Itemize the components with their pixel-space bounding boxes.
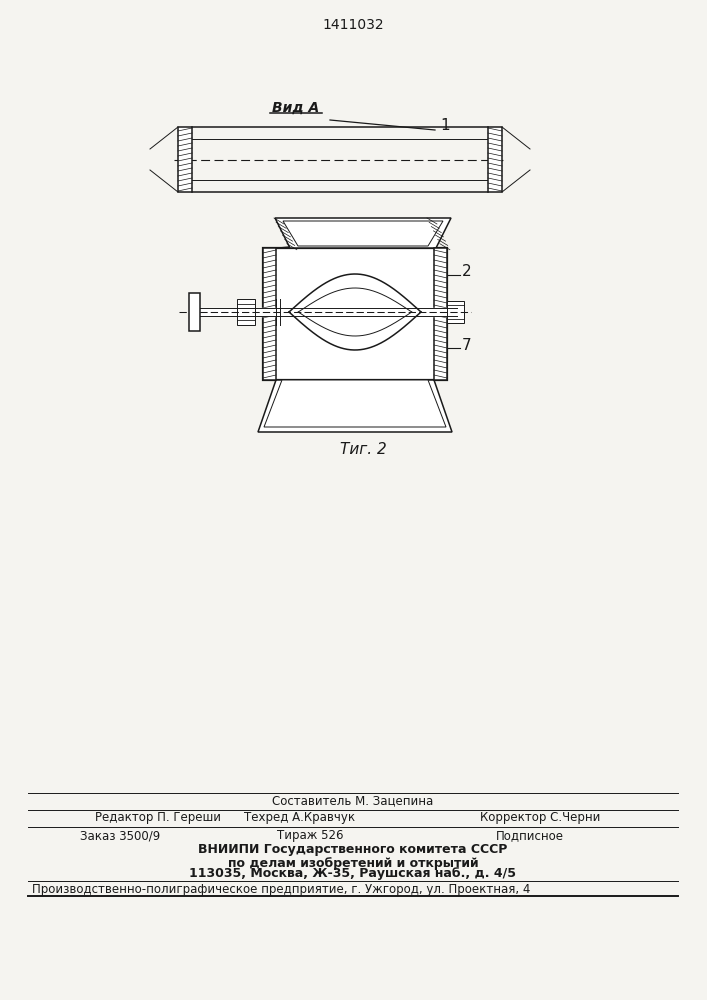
Bar	[447, 301, 464, 323]
Text: Подписное: Подписное	[496, 830, 564, 842]
Text: Заказ 3500/9: Заказ 3500/9	[80, 830, 160, 842]
Bar	[434, 248, 447, 380]
Bar	[263, 248, 276, 380]
Text: 1: 1	[440, 117, 450, 132]
Bar	[178, 127, 192, 192]
Text: Техред А.Кравчук: Техред А.Кравчук	[245, 812, 356, 824]
Polygon shape	[283, 221, 443, 246]
Polygon shape	[258, 380, 452, 432]
Text: ВНИИПИ Государственного комитета СССР: ВНИИПИ Государственного комитета СССР	[198, 844, 508, 856]
Text: Τиг. 2: Τиг. 2	[339, 442, 386, 458]
Text: Составитель М. Зацепина: Составитель М. Зацепина	[272, 794, 433, 808]
Text: 2: 2	[462, 264, 472, 279]
Bar	[189, 293, 200, 331]
Text: Вид A: Вид A	[272, 101, 320, 115]
Text: по делам изобретений и открытий: по делам изобретений и открытий	[228, 856, 479, 869]
Text: Тираж 526: Тираж 526	[276, 830, 344, 842]
Polygon shape	[264, 380, 446, 427]
Text: 113035, Москва, Ж-35, Раушская наб., д. 4/5: 113035, Москва, Ж-35, Раушская наб., д. …	[189, 867, 517, 880]
Text: Производственно-полиграфическое предприятие, г. Ужгород, ул. Проектная, 4: Производственно-полиграфическое предприя…	[32, 882, 530, 896]
Text: Корректор С.Черни: Корректор С.Черни	[480, 812, 600, 824]
Text: Редактор П. Гереши: Редактор П. Гереши	[95, 812, 221, 824]
Bar	[488, 127, 502, 192]
Polygon shape	[275, 218, 451, 248]
Text: 1411032: 1411032	[322, 18, 384, 32]
Bar	[237, 299, 255, 325]
Text: 7: 7	[462, 338, 472, 353]
Bar	[263, 248, 447, 380]
